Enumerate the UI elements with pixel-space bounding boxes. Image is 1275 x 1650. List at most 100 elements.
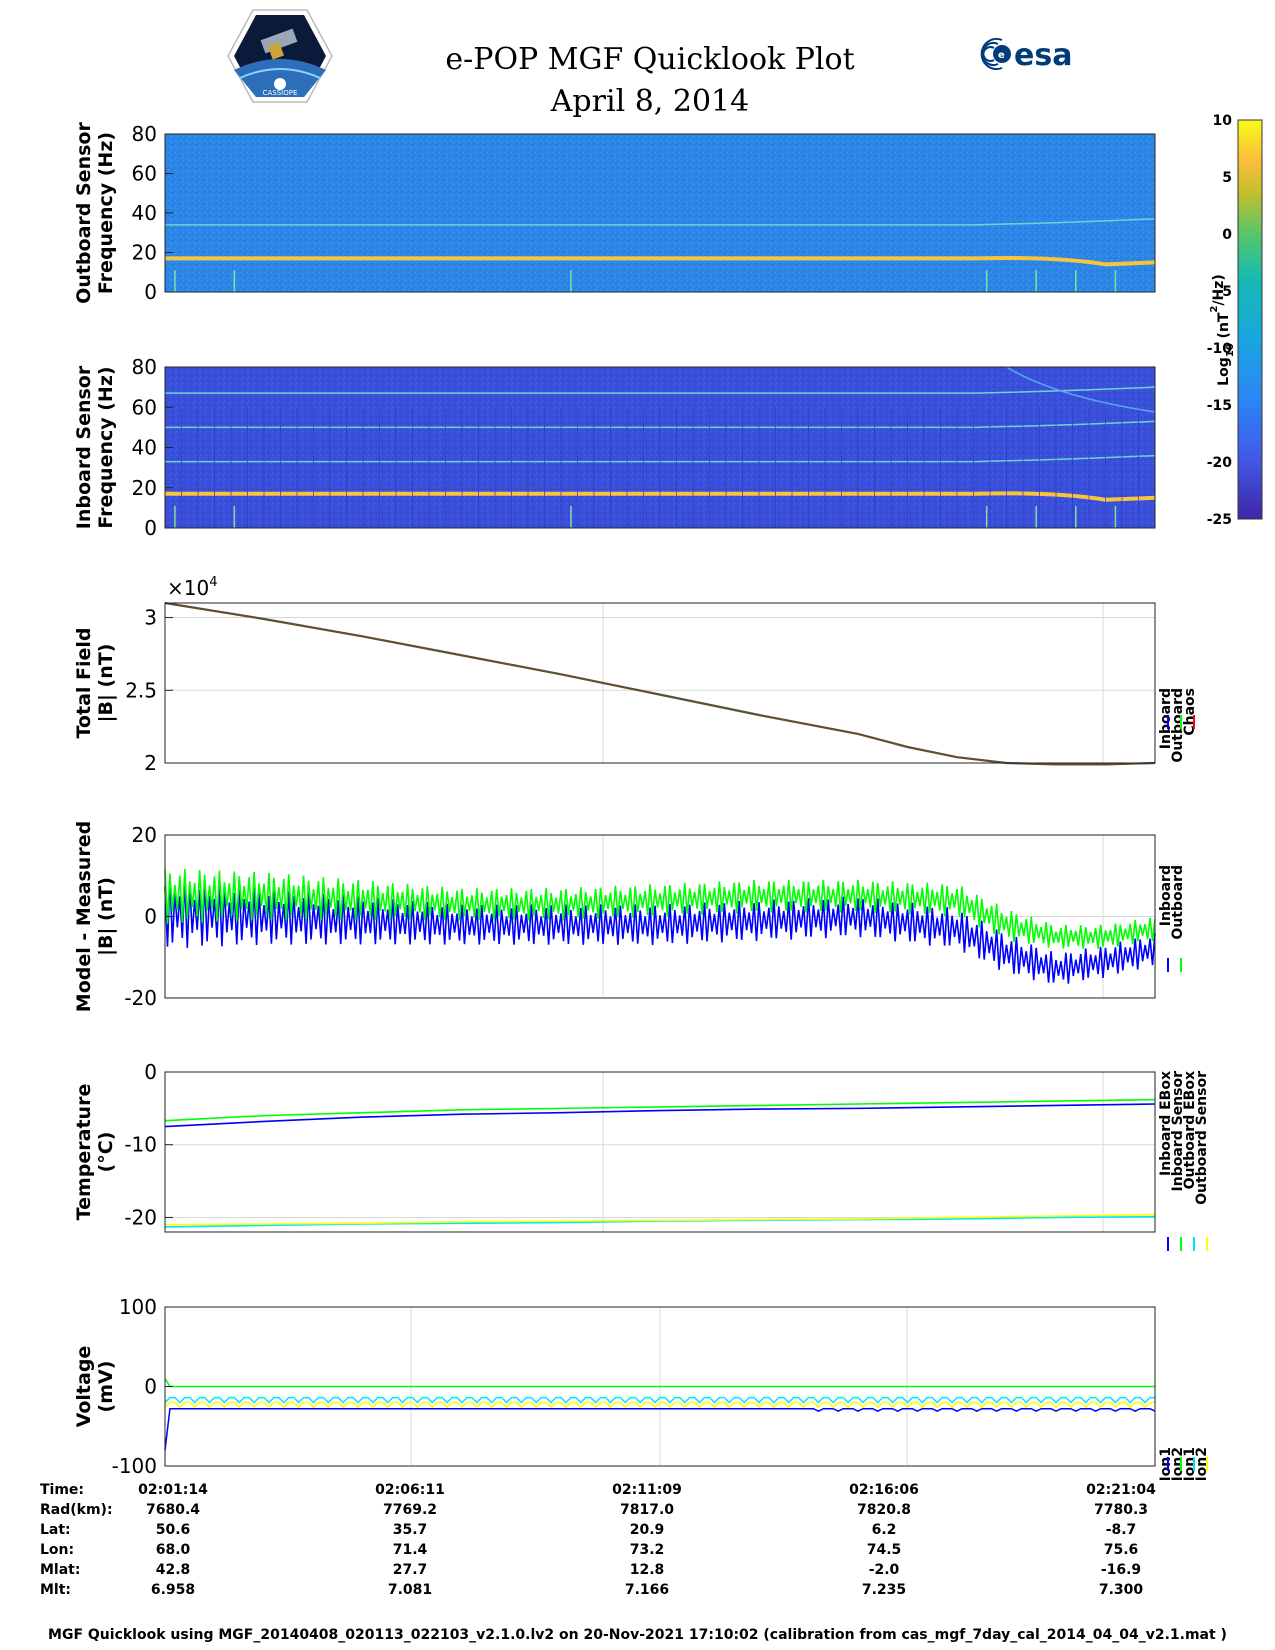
legend-entry: Outboard bbox=[1170, 865, 1186, 940]
y-tick-label: 3 bbox=[144, 606, 157, 630]
y-axis-label: Frequency (Hz) bbox=[95, 132, 117, 294]
plot-title: e-POP MGF Quicklook Plot bbox=[445, 42, 855, 77]
legend-entry: Inboard bbox=[1158, 688, 1174, 749]
series-line-chaos bbox=[164, 602, 1156, 766]
time-value: 02:11:09 bbox=[612, 1482, 682, 1498]
legend-entry: Outboard VMon2 bbox=[1194, 1447, 1210, 1480]
colorbar-tick-label: -15 bbox=[1207, 398, 1232, 414]
colorbar-label-part: /Hz) bbox=[1211, 274, 1227, 305]
mlat-value: -16.9 bbox=[1100, 1562, 1142, 1578]
time-value: 02:21:04 bbox=[1086, 1482, 1156, 1498]
spectral-line bbox=[165, 386, 1156, 394]
temperature-line bbox=[164, 1215, 1156, 1228]
cassiope-mission-logo: CASSIOPE bbox=[226, 8, 334, 104]
y-axis-label: Inboard Sensor bbox=[73, 365, 95, 529]
legend-entry: Inboard EBox bbox=[1158, 1071, 1174, 1176]
svg-text:CASSIOPE: CASSIOPE bbox=[263, 89, 298, 97]
legend-entry: Inboard VMon1 bbox=[1158, 1447, 1174, 1480]
colorbar bbox=[1237, 119, 1263, 520]
spectral-line bbox=[165, 454, 1156, 463]
y-axis-label: Outboard Sensor bbox=[73, 122, 95, 304]
spectral-line bbox=[165, 218, 1156, 226]
exponent-power: 4 bbox=[209, 575, 217, 590]
colorbar-tick-label: 5 bbox=[1222, 170, 1232, 186]
y-axis-label: Frequency (Hz) bbox=[95, 366, 117, 528]
temperature-line bbox=[164, 1103, 1156, 1128]
voltage-line bbox=[164, 1378, 1155, 1388]
colorbar-label-part: 10 bbox=[1225, 343, 1236, 357]
radius-value: 7780.3 bbox=[1093, 1502, 1149, 1518]
spectral-line bbox=[1006, 366, 1156, 413]
colorbar-label-part: Log bbox=[1216, 357, 1232, 386]
colorbar-label-part: 2 bbox=[1209, 306, 1220, 313]
series-line-outboard bbox=[164, 868, 1156, 950]
y-tick-label: 80 bbox=[132, 355, 157, 379]
y-axis-label: Temperature bbox=[73, 1084, 95, 1221]
row-label: Mlt: bbox=[40, 1582, 72, 1598]
y-tick-label: 40 bbox=[132, 201, 157, 225]
legend-entry: Chaos bbox=[1182, 688, 1198, 736]
colorbar-tick-label: 0 bbox=[1222, 227, 1232, 243]
y-axis-label: |B| (nT) bbox=[95, 644, 117, 723]
colorbar-tick-label: -25 bbox=[1207, 512, 1232, 528]
mlat-value: -2.0 bbox=[868, 1562, 900, 1578]
temperature-line bbox=[164, 1213, 1156, 1226]
mlat-value: 42.8 bbox=[155, 1562, 191, 1578]
y-tick-label: 80 bbox=[132, 122, 157, 146]
row-label: Lon: bbox=[40, 1542, 75, 1558]
series-line-inboard bbox=[164, 876, 1156, 984]
radius-value: 7680.4 bbox=[145, 1502, 201, 1518]
ephemeris-row-lon: Lon: 68.0 71.4 73.2 74.5 75.6 bbox=[30, 1542, 1250, 1562]
row-label: Mlat: bbox=[40, 1562, 81, 1578]
y-tick-label: 2.5 bbox=[125, 678, 157, 702]
legend-entry: Outboard VMon1 bbox=[1182, 1447, 1198, 1480]
y-tick-label: 2 bbox=[144, 751, 157, 775]
lon-value: 74.5 bbox=[866, 1542, 902, 1558]
y-tick-label: 20 bbox=[132, 241, 157, 265]
ephemeris-table: Time: 02:01:14 02:06:11 02:11:09 02:16:0… bbox=[30, 1482, 1250, 1602]
legend-entry: Inboard Sensor bbox=[1170, 1071, 1186, 1192]
colorbar-label-part: (nT bbox=[1216, 312, 1232, 343]
y-axis-label: Voltage bbox=[73, 1346, 95, 1428]
legend-entry: Inboard VMon2 bbox=[1170, 1447, 1186, 1480]
y-axis-label: Model - Measured bbox=[73, 821, 95, 1012]
ephemeris-row-mlat: Mlat: 42.8 27.7 12.8 -2.0 -16.9 bbox=[30, 1562, 1250, 1582]
lat-value: 6.2 bbox=[871, 1522, 897, 1538]
radius-value: 7820.8 bbox=[856, 1502, 912, 1518]
lon-value: 73.2 bbox=[629, 1542, 665, 1558]
ephemeris-row-time: Time: 02:01:14 02:06:11 02:11:09 02:16:0… bbox=[30, 1482, 1250, 1502]
lat-value: 50.6 bbox=[155, 1522, 191, 1538]
y-axis-label: (mV) bbox=[95, 1361, 117, 1413]
footer-note: MGF Quicklook using MGF_20140408_020113_… bbox=[48, 1627, 1227, 1643]
ephemeris-row-lat: Lat: 50.6 35.7 20.9 6.2 -8.7 bbox=[30, 1522, 1250, 1542]
mlt-value: 7.235 bbox=[861, 1582, 907, 1598]
plot-date: April 8, 2014 bbox=[550, 84, 750, 119]
time-value: 02:06:11 bbox=[375, 1482, 445, 1498]
svg-text:esa: esa bbox=[1014, 38, 1072, 73]
y-tick-label: -100 bbox=[112, 1454, 157, 1478]
y-tick-label: 0 bbox=[144, 516, 157, 540]
colorbar-tick-label: -5 bbox=[1216, 284, 1232, 300]
y-tick-label: -10 bbox=[124, 1133, 157, 1157]
y-tick-label: 0 bbox=[144, 280, 157, 304]
lon-value: 71.4 bbox=[392, 1542, 428, 1558]
y-tick-label: 20 bbox=[132, 476, 157, 500]
lat-value: 20.9 bbox=[629, 1522, 665, 1538]
radius-value: 7817.0 bbox=[619, 1502, 675, 1518]
time-value: 02:01:14 bbox=[138, 1482, 208, 1498]
y-tick-label: 40 bbox=[132, 436, 157, 460]
colorbar-tick-label: 10 bbox=[1213, 113, 1233, 129]
y-tick-label: 60 bbox=[132, 162, 157, 186]
voltage-line bbox=[164, 1396, 1155, 1404]
colorbar-tick-label: -20 bbox=[1207, 455, 1233, 471]
radius-value: 7769.2 bbox=[382, 1502, 438, 1518]
svg-text:e: e bbox=[998, 50, 1005, 61]
lat-value: 35.7 bbox=[392, 1522, 428, 1538]
lat-value: -8.7 bbox=[1105, 1522, 1137, 1538]
spectral-line bbox=[165, 420, 1156, 429]
y-axis-label: Total Field bbox=[73, 627, 95, 738]
temperature-line bbox=[164, 1098, 1156, 1122]
y-axis-label: (°C) bbox=[95, 1132, 117, 1173]
ephemeris-row-mlt: Mlt: 6.958 7.081 7.166 7.235 7.300 bbox=[30, 1582, 1250, 1602]
